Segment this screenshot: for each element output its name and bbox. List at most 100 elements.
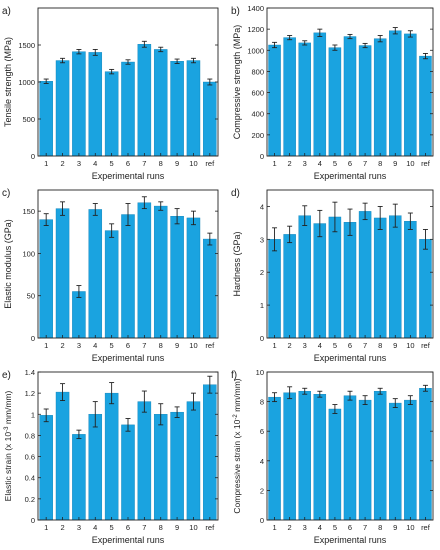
x-tick-label: 9 — [393, 341, 397, 350]
x-axis-label: Experimental runs — [314, 171, 387, 181]
y-tick-label: 1000 — [247, 46, 264, 55]
bar — [104, 230, 119, 339]
bar — [153, 49, 168, 157]
y-tick-label: 600 — [251, 89, 264, 98]
y-tick-label: 4 — [260, 457, 264, 466]
x-tick-label: 5 — [333, 341, 337, 350]
x-tick-label: 7 — [363, 523, 367, 532]
y-tick-label: 0 — [31, 152, 35, 161]
bar — [328, 408, 342, 521]
x-tick-label: 4 — [318, 523, 322, 532]
bar — [404, 221, 417, 339]
bar — [170, 61, 184, 157]
x-tick-label: 10 — [406, 341, 414, 350]
x-axis-label: Experimental runs — [92, 535, 165, 545]
bar — [328, 216, 342, 339]
y-axis-label: Tensile strength (MPa) — [3, 37, 13, 127]
y-axis-label-exponent: -3 — [4, 426, 10, 432]
bar — [404, 33, 417, 157]
x-tick-label: ref — [421, 341, 431, 350]
x-axis-label: Experimental runs — [92, 171, 165, 181]
bar — [358, 45, 372, 157]
bar — [170, 411, 184, 521]
bar — [389, 215, 402, 339]
bar — [186, 401, 201, 521]
bar — [39, 219, 53, 339]
bar — [419, 55, 432, 157]
y-tick-label: 1000 — [18, 78, 35, 87]
y-tick-label: 1 — [260, 301, 264, 310]
x-tick-label: 4 — [93, 159, 97, 168]
y-axis-label: Hardness (GPa) — [232, 231, 242, 296]
bar — [55, 60, 70, 157]
bar — [203, 81, 217, 157]
x-tick-label: 5 — [110, 341, 114, 350]
bar — [313, 223, 327, 339]
x-tick-label: 2 — [288, 159, 292, 168]
x-tick-label: 10 — [189, 523, 197, 532]
y-tick-label: 3 — [260, 235, 264, 244]
x-tick-label: 5 — [333, 159, 337, 168]
panel-label: e) — [2, 370, 11, 381]
bar — [298, 215, 311, 339]
chart-panel-1: 0 500 1000 1500 1 2 3 4 5 6 7 8 9 10 ref Experimental r… — [2, 6, 219, 181]
bar — [419, 239, 432, 339]
y-tick-label: 4 — [260, 202, 264, 211]
y-tick-label: 50 — [27, 292, 35, 301]
panel-label: a) — [2, 6, 11, 17]
bar — [343, 395, 357, 521]
x-tick-label: 9 — [175, 159, 179, 168]
bar — [268, 239, 281, 339]
x-tick-label: 8 — [378, 159, 382, 168]
bar — [268, 396, 281, 521]
bar — [39, 81, 53, 157]
panel-label: c) — [2, 188, 10, 199]
y-tick-label: 1.4 — [25, 368, 35, 377]
x-tick-label: 10 — [189, 341, 197, 350]
x-tick-label: 5 — [110, 159, 114, 168]
y-tick-label: 800 — [251, 67, 264, 76]
y-tick-label: 0.4 — [25, 474, 35, 483]
y-tick-label: 2 — [260, 486, 264, 495]
x-tick-label: 7 — [142, 341, 146, 350]
y-tick-label: 0 — [31, 516, 35, 525]
x-tick-label: 3 — [303, 159, 307, 168]
x-tick-label: 9 — [393, 159, 397, 168]
y-tick-label: 400 — [251, 110, 264, 119]
y-tick-label: 500 — [22, 115, 35, 124]
y-tick-label: 1500 — [18, 41, 35, 50]
x-tick-label: 1 — [272, 159, 276, 168]
x-tick-label: 10 — [406, 159, 414, 168]
x-tick-label: 7 — [363, 159, 367, 168]
y-axis-label-unit: mm/mm) — [232, 378, 242, 414]
y-tick-label: 0 — [260, 516, 264, 525]
x-tick-label: 6 — [348, 341, 352, 350]
bar — [88, 209, 103, 339]
y-tick-label: 1 — [31, 410, 35, 419]
bar — [419, 388, 432, 521]
bar — [404, 399, 417, 521]
x-tick-label: 8 — [378, 523, 382, 532]
y-axis-label: Compressive strain (x 10-2 mm/mm) — [232, 378, 242, 513]
x-tick-label: 5 — [110, 523, 114, 532]
y-axis-label-main: Elastic strain (x 10 — [3, 432, 13, 502]
x-tick-label: 8 — [159, 341, 163, 350]
bar — [104, 392, 119, 521]
x-tick-label: 3 — [77, 341, 81, 350]
y-tick-label: 0 — [260, 334, 264, 343]
bar — [373, 38, 387, 157]
y-tick-label: 2 — [260, 268, 264, 277]
x-tick-label: 4 — [318, 159, 322, 168]
x-tick-label: 7 — [142, 159, 146, 168]
x-tick-label: 6 — [126, 523, 130, 532]
x-tick-label: 8 — [378, 341, 382, 350]
bar — [153, 205, 168, 339]
x-tick-label: 10 — [406, 523, 414, 532]
x-tick-label: 6 — [348, 159, 352, 168]
y-axis-label: Elastic modulus (GPa) — [3, 219, 13, 309]
y-tick-label: 8 — [260, 398, 264, 407]
bar — [343, 36, 357, 157]
y-tick-label: 1200 — [247, 25, 264, 34]
